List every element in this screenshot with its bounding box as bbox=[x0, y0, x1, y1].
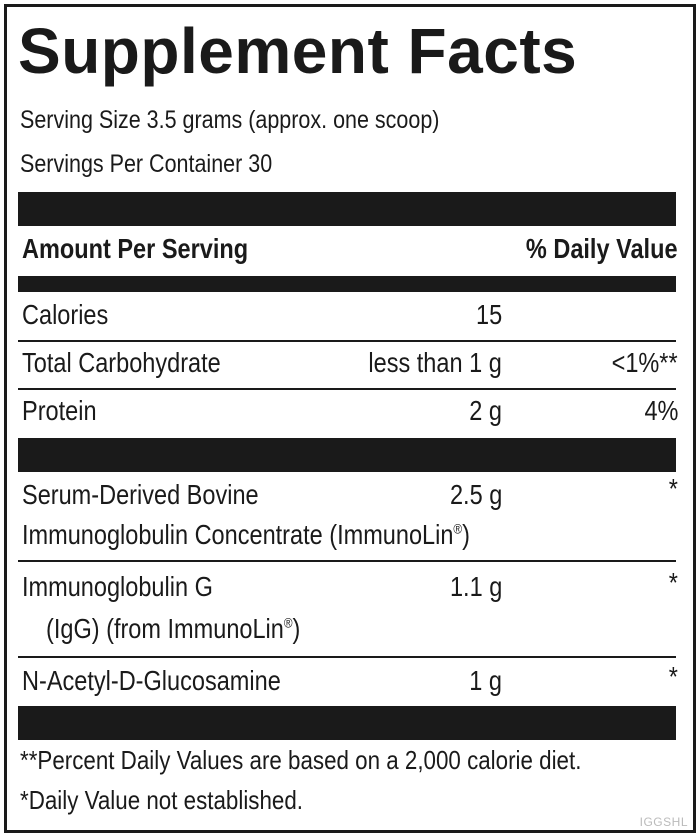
nutrient-daily-value: <1%** bbox=[611, 347, 678, 378]
nutrient-amount: 15 bbox=[475, 299, 502, 330]
serving-size: Serving Size 3.5 grams (approx. one scoo… bbox=[20, 106, 440, 134]
row-divider bbox=[18, 388, 676, 390]
amount-per-serving-header: Amount Per Serving bbox=[22, 233, 249, 264]
ingredient-name-line2: Immunoglobulin Concentrate (ImmunoLin®) bbox=[22, 519, 470, 550]
servings-per-container: Servings Per Container 30 bbox=[20, 150, 273, 178]
ingredient-amount: 2.5 g bbox=[449, 479, 502, 510]
row-divider bbox=[18, 656, 676, 658]
ingredient-name-line1: N-Acetyl-D-Glucosamine bbox=[22, 665, 281, 696]
nutrient-name: Calories bbox=[22, 299, 109, 330]
nutrient-amount: less than 1 g bbox=[368, 347, 502, 378]
row-divider bbox=[18, 340, 676, 342]
ingredient-amount: 1.1 g bbox=[449, 571, 502, 602]
ingredient-daily-value: * bbox=[668, 473, 678, 504]
ingredient-name-line1: Serum-Derived Bovine bbox=[22, 479, 259, 510]
daily-value-header: % Daily Value bbox=[526, 233, 678, 264]
supplement-facts-panel bbox=[4, 4, 696, 833]
ingredient-daily-value: * bbox=[668, 567, 678, 598]
footnote-daily-value-not-established: *Daily Value not established. bbox=[20, 785, 303, 815]
thick-divider-middle bbox=[18, 438, 676, 472]
row-divider bbox=[18, 560, 676, 562]
ingredient-daily-value: * bbox=[668, 661, 678, 692]
nutrient-amount: 2 g bbox=[469, 395, 502, 426]
thick-divider-top bbox=[18, 192, 676, 226]
ingredient-amount: 1 g bbox=[469, 665, 502, 696]
ingredient-name-line1: Immunoglobulin G bbox=[22, 571, 213, 602]
nutrient-daily-value: 4% bbox=[644, 395, 678, 426]
footnote-percent-daily-values: **Percent Daily Values are based on a 2,… bbox=[20, 745, 582, 775]
thick-divider-header bbox=[18, 276, 676, 292]
nutrient-name: Total Carbohydrate bbox=[22, 347, 221, 378]
nutrient-name: Protein bbox=[22, 395, 97, 426]
thick-divider-bottom bbox=[18, 706, 676, 740]
product-code: IGGSHL bbox=[639, 815, 688, 829]
ingredient-name-line2: (IgG) (from ImmunoLin®) bbox=[46, 613, 301, 644]
panel-title: Supplement Facts bbox=[18, 15, 578, 87]
